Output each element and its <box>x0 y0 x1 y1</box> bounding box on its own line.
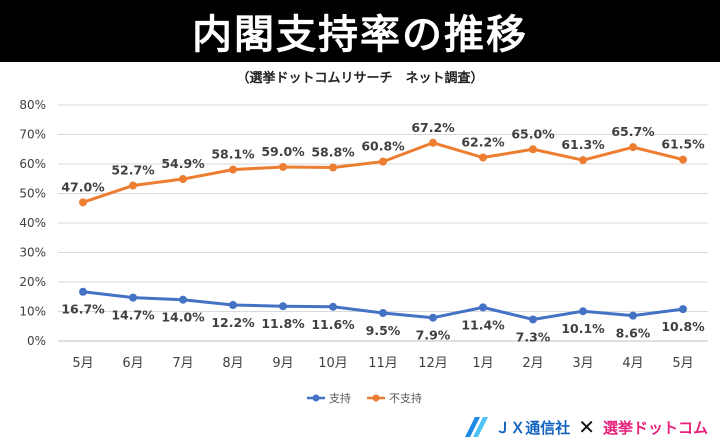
data-label: 11.6% <box>311 317 355 332</box>
data-point <box>229 301 237 310</box>
y-tick-label: 20% <box>19 275 46 289</box>
data-point <box>129 181 137 190</box>
data-label: 7.9% <box>416 328 451 343</box>
data-point <box>479 153 487 162</box>
y-tick-label: 10% <box>19 305 46 319</box>
cross-icon: ✕ <box>578 415 595 439</box>
data-point <box>229 165 237 174</box>
jx-logo-icon <box>465 417 489 437</box>
x-tick-label: 3月 <box>572 356 593 371</box>
x-tick-label: 11月 <box>368 356 398 371</box>
y-tick-label: 30% <box>19 246 46 260</box>
data-label: 7.3% <box>516 329 551 344</box>
data-point <box>429 313 437 322</box>
data-point <box>579 156 587 165</box>
data-label: 58.8% <box>311 145 355 160</box>
data-point <box>629 143 637 152</box>
data-label: 61.5% <box>661 137 705 152</box>
chart-title: 内閣支持率の推移 <box>192 12 528 58</box>
data-label: 62.2% <box>461 135 505 150</box>
data-label: 10.8% <box>661 319 705 334</box>
data-point <box>579 307 587 316</box>
data-label: 11.8% <box>261 316 305 331</box>
jx-logo-text: ＪＸ通信社 <box>495 418 571 437</box>
data-point <box>79 198 87 207</box>
data-point <box>479 303 487 312</box>
data-point <box>329 302 337 311</box>
data-label: 61.3% <box>561 137 605 152</box>
legend-label: 不支持 <box>389 391 422 405</box>
data-label: 65.0% <box>511 126 555 141</box>
x-tick-label: 4月 <box>622 356 643 371</box>
data-point <box>529 315 537 324</box>
x-tick-label: 5月 <box>72 356 93 371</box>
y-tick-label: 50% <box>19 187 46 201</box>
data-label: 54.9% <box>161 156 205 171</box>
data-label: 47.0% <box>61 179 105 194</box>
y-tick-label: 40% <box>19 216 46 230</box>
x-tick-label: 7月 <box>172 356 193 371</box>
data-point <box>279 162 287 171</box>
data-label: 10.1% <box>561 321 605 336</box>
y-tick-label: 80% <box>19 98 46 112</box>
data-label: 14.0% <box>161 310 205 325</box>
data-point <box>179 175 187 184</box>
x-tick-label: 8月 <box>222 356 243 371</box>
data-point <box>129 293 137 302</box>
legend-label: 支持 <box>329 391 351 405</box>
footer-logos: ＪＸ通信社 ✕ 選挙ドットコム <box>463 414 708 440</box>
x-tick-label: 9月 <box>272 356 293 371</box>
data-label: 60.8% <box>361 139 405 154</box>
x-tick-label: 10月 <box>318 356 348 371</box>
data-label: 12.2% <box>211 315 255 330</box>
x-tick-label: 6月 <box>122 356 143 371</box>
data-label: 14.7% <box>111 308 155 323</box>
data-point <box>429 138 437 147</box>
x-tick-label: 2月 <box>522 356 543 371</box>
data-label: 52.7% <box>111 163 155 178</box>
y-tick-label: 60% <box>19 157 46 171</box>
data-point <box>279 302 287 311</box>
y-tick-label: 70% <box>19 128 46 142</box>
data-point <box>329 163 337 172</box>
title-bar: 内閣支持率の推移 <box>0 0 720 62</box>
data-point <box>679 155 687 164</box>
data-point <box>379 308 387 317</box>
data-point <box>679 305 687 314</box>
chart-subtitle: （選挙ドットコムリサーチ ネット調査） <box>236 71 484 86</box>
data-label: 9.5% <box>366 323 401 338</box>
legend-marker <box>372 394 380 402</box>
data-label: 58.1% <box>211 147 255 162</box>
data-label: 8.6% <box>616 326 651 341</box>
data-point <box>629 311 637 320</box>
legend-marker <box>312 394 320 402</box>
x-tick-label: 1月 <box>472 356 493 371</box>
data-label: 16.7% <box>61 302 105 317</box>
x-tick-label: 12月 <box>418 356 448 371</box>
x-tick-label: 5月 <box>672 356 693 371</box>
data-point <box>529 145 537 154</box>
data-label: 67.2% <box>411 120 455 135</box>
senkyo-logo-text: 選挙ドットコム <box>602 418 708 437</box>
data-point <box>179 295 187 304</box>
data-label: 59.0% <box>261 144 305 159</box>
y-tick-label: 0% <box>27 334 46 348</box>
data-label: 65.7% <box>611 124 655 139</box>
data-label: 11.4% <box>461 317 505 332</box>
data-point <box>379 157 387 166</box>
data-point <box>79 287 87 296</box>
